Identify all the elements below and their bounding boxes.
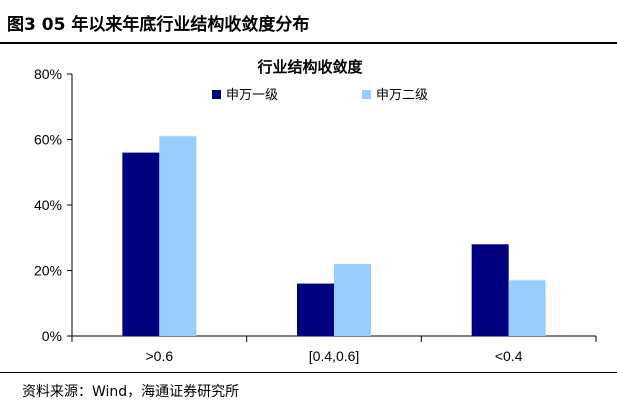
figure-title: 图3 05 年以来年底行业结构收敛度分布	[7, 15, 310, 35]
legend-swatch-1	[212, 90, 221, 99]
legend-swatch-2	[362, 90, 371, 99]
x-tick-label: >0.6	[146, 348, 174, 364]
x-tick-label: <0.4	[495, 348, 523, 364]
figure-header: 图3 05 年以来年底行业结构收敛度分布	[0, 0, 617, 44]
bar-1	[471, 244, 509, 336]
y-tick-label: 20%	[34, 263, 62, 279]
footer-rule	[0, 372, 617, 373]
y-tick-label: 40%	[34, 197, 62, 213]
bar-1	[297, 283, 334, 336]
legend-label-2: 申万二级	[376, 87, 428, 102]
header-rule	[0, 42, 617, 44]
x-tick-label: [0.4,0.6]	[309, 348, 360, 364]
bar-2	[334, 263, 371, 336]
y-tick-label: 80%	[34, 66, 62, 82]
legend-label-1: 申万一级	[226, 87, 278, 102]
plot-area: 0% 20% 40% 60% 80% >0.6 [0.4,0.6] <0.4 申万一级 申万二级	[34, 66, 597, 364]
chart-title: 行业结构收敛度	[256, 58, 363, 76]
bar-2	[159, 136, 197, 336]
y-tick-label: 0%	[42, 328, 62, 344]
bar-2	[508, 280, 546, 336]
y-tick-label: 60%	[34, 132, 62, 148]
source-note: 资料来源：Wind，海通证券研究所	[22, 384, 240, 400]
bar-1	[122, 152, 160, 336]
